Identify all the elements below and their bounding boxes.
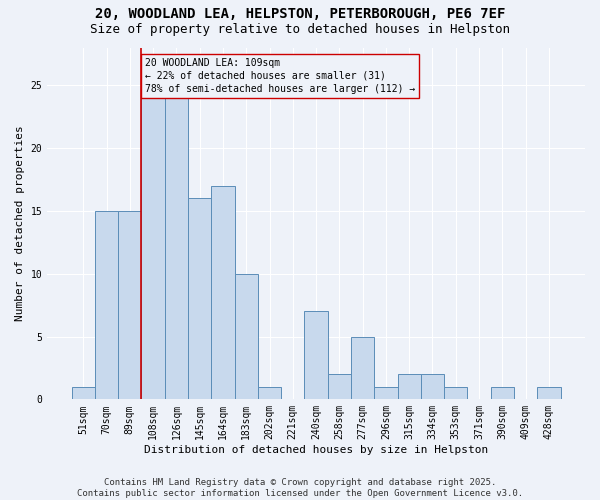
Bar bbox=[118, 211, 142, 400]
Bar bbox=[258, 387, 281, 400]
Bar bbox=[95, 211, 118, 400]
Bar bbox=[374, 387, 398, 400]
Bar bbox=[211, 186, 235, 400]
Text: Size of property relative to detached houses in Helpston: Size of property relative to detached ho… bbox=[90, 22, 510, 36]
Bar bbox=[188, 198, 211, 400]
Bar bbox=[537, 387, 560, 400]
Bar bbox=[165, 98, 188, 400]
Bar bbox=[235, 274, 258, 400]
Bar bbox=[71, 387, 95, 400]
Text: 20, WOODLAND LEA, HELPSTON, PETERBOROUGH, PE6 7EF: 20, WOODLAND LEA, HELPSTON, PETERBOROUGH… bbox=[95, 8, 505, 22]
Bar bbox=[444, 387, 467, 400]
X-axis label: Distribution of detached houses by size in Helpston: Distribution of detached houses by size … bbox=[144, 445, 488, 455]
Bar bbox=[421, 374, 444, 400]
Bar bbox=[328, 374, 351, 400]
Bar bbox=[142, 98, 165, 400]
Bar bbox=[398, 374, 421, 400]
Bar bbox=[304, 312, 328, 400]
Text: Contains HM Land Registry data © Crown copyright and database right 2025.
Contai: Contains HM Land Registry data © Crown c… bbox=[77, 478, 523, 498]
Text: 20 WOODLAND LEA: 109sqm
← 22% of detached houses are smaller (31)
78% of semi-de: 20 WOODLAND LEA: 109sqm ← 22% of detache… bbox=[145, 58, 415, 94]
Bar bbox=[351, 336, 374, 400]
Y-axis label: Number of detached properties: Number of detached properties bbox=[15, 126, 25, 322]
Bar bbox=[491, 387, 514, 400]
